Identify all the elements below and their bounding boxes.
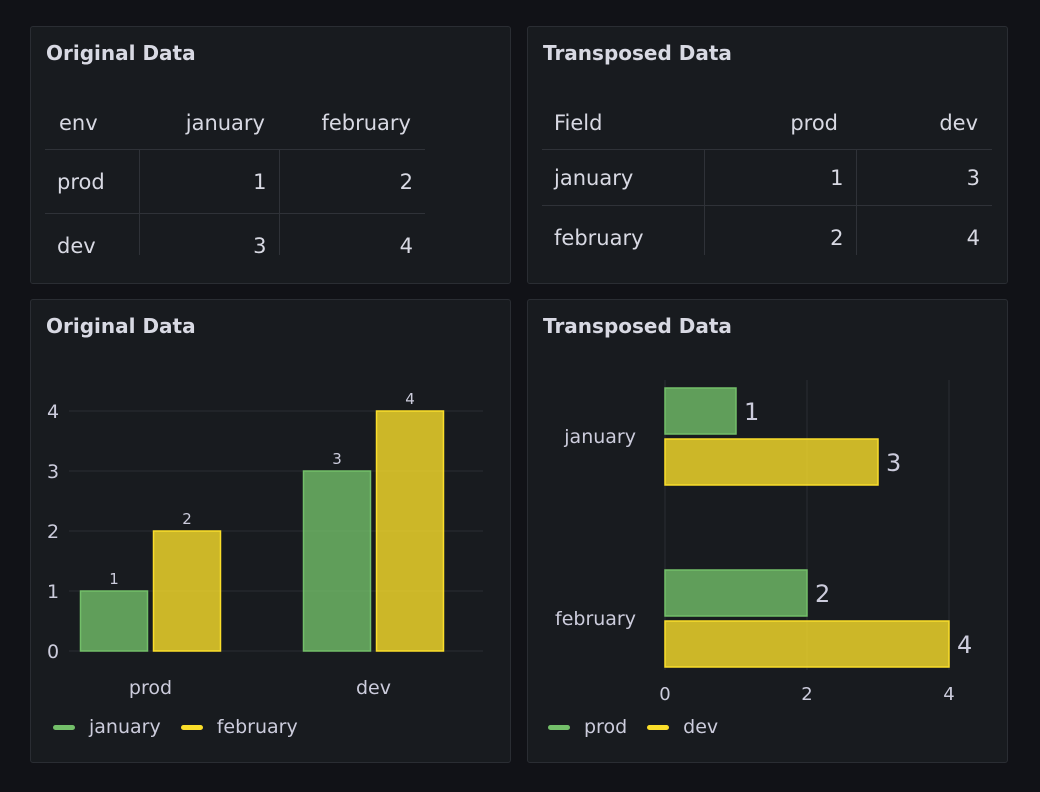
data-label: 1	[744, 398, 759, 426]
bar-january-prod	[664, 387, 737, 435]
data-label: 4	[957, 631, 972, 659]
original-data-table: env january february prod 1 2 dev 3 4	[45, 96, 425, 278]
legend-swatch	[180, 724, 203, 730]
x-tick-label: 2	[801, 684, 812, 705]
column-header-env[interactable]: env	[59, 110, 98, 135]
panel-transposed-chart: Transposed Data 0 2 4 1 3 january 2 4 february p…	[527, 299, 1008, 763]
panel-title: Transposed Data	[543, 41, 732, 65]
legend-label: prod	[584, 716, 628, 738]
x-tick-label: dev	[356, 677, 391, 699]
panel-title: Transposed Data	[543, 314, 732, 338]
data-label: 2	[182, 510, 192, 528]
original-bar-chart: 0 1 2 3 4 1 2 prod 3 4 dev	[47, 390, 483, 699]
bar-prod-january	[79, 590, 149, 652]
legend-label: february	[216, 716, 298, 738]
cell: january	[542, 149, 704, 206]
y-tick-label: 3	[47, 461, 59, 483]
x-tick-label: prod	[129, 677, 172, 699]
table-row: january 1 3	[542, 149, 992, 206]
y-tick-label: february	[555, 608, 636, 630]
cell: 3	[855, 149, 992, 206]
legend-item-dev[interactable]: dev	[647, 716, 718, 738]
transposed-bar-chart: 0 2 4 1 3 january 2 4 february	[555, 380, 972, 705]
y-tick-label: 1	[47, 581, 59, 603]
legend-swatch	[53, 724, 75, 730]
table-row: prod 1 2	[45, 149, 425, 214]
table-header-row: Field prod dev	[542, 96, 992, 150]
data-label: 3	[332, 450, 342, 468]
legend-item-february[interactable]: february	[180, 716, 298, 738]
panel-title: Original Data	[46, 314, 196, 338]
column-header-january[interactable]: january	[185, 110, 265, 135]
panel-transposed-table: Transposed Data Field prod dev january 1…	[527, 26, 1008, 284]
legend-swatch	[548, 724, 570, 730]
bar-dev-january	[302, 470, 372, 652]
legend-label: january	[89, 716, 161, 738]
bar-prod-february	[152, 530, 222, 652]
cell: 2	[278, 149, 425, 214]
y-tick-label: 0	[47, 641, 59, 663]
bar-february-dev	[664, 620, 950, 668]
column-header-prod[interactable]: prod	[790, 110, 838, 135]
legend-label: dev	[683, 716, 719, 738]
transposed-data-table: Field prod dev january 1 3 february 2 4	[542, 96, 992, 270]
legend-swatch	[647, 724, 670, 730]
chart-legend: january february	[53, 716, 318, 738]
y-tick-label: 4	[47, 401, 59, 423]
chart-legend: prod dev	[548, 716, 738, 738]
data-label: 1	[109, 570, 119, 588]
y-tick-label: 2	[47, 521, 59, 543]
column-header-field[interactable]: Field	[554, 110, 603, 135]
bar-dev-february	[375, 410, 445, 652]
data-label: 3	[886, 449, 901, 477]
legend-item-prod[interactable]: prod	[548, 716, 627, 738]
bar-january-dev	[664, 438, 879, 486]
data-label: 2	[815, 580, 830, 608]
data-label: 4	[405, 390, 415, 408]
cell: 1	[703, 149, 856, 206]
cell: prod	[45, 149, 139, 214]
cell: 1	[138, 149, 279, 214]
y-tick-label: january	[563, 426, 636, 448]
column-header-dev[interactable]: dev	[939, 110, 978, 135]
legend-item-january[interactable]: january	[53, 716, 161, 738]
x-tick-label: 0	[659, 684, 670, 705]
x-tick-label: 4	[943, 684, 954, 705]
panel-original-chart: Original Data 0 1 2 3 4 1 2 prod 3 4 dev january fe…	[30, 299, 511, 763]
table-header-row: env january february	[45, 96, 425, 150]
panel-title: Original Data	[46, 41, 196, 65]
panel-original-table: Original Data env january february prod …	[30, 26, 511, 284]
bar-february-prod	[664, 569, 808, 617]
column-header-february[interactable]: february	[321, 110, 411, 135]
